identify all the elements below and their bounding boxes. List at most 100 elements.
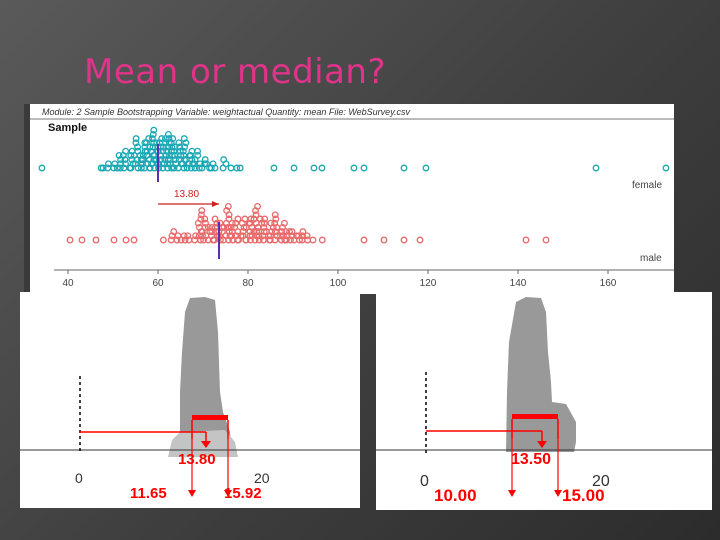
ci-lower-label: 11.65 bbox=[130, 485, 167, 502]
male-dot bbox=[261, 215, 269, 223]
male-dot bbox=[542, 236, 550, 244]
male-dot bbox=[122, 236, 130, 244]
male-dot bbox=[380, 236, 388, 244]
male-dot bbox=[400, 236, 408, 244]
male-dot bbox=[216, 219, 224, 227]
female-dot bbox=[236, 164, 244, 172]
female-dot bbox=[149, 143, 157, 151]
female-dot bbox=[177, 151, 185, 159]
male-dot bbox=[225, 228, 233, 236]
male-dot bbox=[254, 223, 262, 231]
male-dot bbox=[287, 236, 294, 244]
ci-upper-label: 15.00 bbox=[562, 486, 605, 505]
female-dot bbox=[161, 135, 169, 143]
x-tick-label: 60 bbox=[152, 278, 164, 289]
male-dot bbox=[246, 232, 254, 240]
male-dot bbox=[278, 228, 286, 236]
female-dot bbox=[104, 160, 112, 168]
male-dot bbox=[255, 236, 263, 244]
male-dot bbox=[288, 228, 296, 236]
male-dot bbox=[66, 236, 74, 244]
zero-tick-label: 0 bbox=[75, 470, 83, 486]
male-dot bbox=[225, 215, 233, 223]
female-dot bbox=[132, 139, 140, 147]
male-dot bbox=[309, 236, 317, 244]
female-dot bbox=[169, 135, 177, 143]
group-label-female: female bbox=[632, 180, 662, 191]
male-dot bbox=[247, 215, 255, 223]
male-dot bbox=[262, 228, 270, 236]
male-dot bbox=[92, 236, 100, 244]
female-dot bbox=[201, 160, 209, 168]
bootstrap-distribution bbox=[506, 297, 576, 452]
male-dot bbox=[226, 232, 234, 240]
male-dot bbox=[159, 236, 167, 244]
female-dot bbox=[186, 151, 194, 159]
male-dot bbox=[271, 219, 279, 227]
female-dot bbox=[220, 156, 228, 164]
female-dot bbox=[176, 147, 184, 155]
female-dot bbox=[128, 147, 136, 155]
male-dot bbox=[299, 228, 307, 236]
bootstrap-mean-plot: 13.80 0 20 11.65 15.92 bbox=[20, 297, 360, 502]
female-dot bbox=[194, 151, 202, 159]
male-dot bbox=[277, 236, 285, 244]
female-dot bbox=[350, 164, 358, 172]
female-dot bbox=[128, 156, 136, 164]
female-dot bbox=[176, 143, 184, 151]
female-dot bbox=[360, 164, 368, 172]
male-dot bbox=[211, 215, 219, 223]
male-dot bbox=[170, 228, 178, 236]
male-dot bbox=[246, 219, 254, 227]
female-dot bbox=[181, 143, 188, 151]
female-dot bbox=[136, 151, 144, 159]
female-dot bbox=[182, 139, 190, 147]
x-tick-label: 80 bbox=[242, 278, 254, 289]
male-dot bbox=[260, 219, 268, 227]
male-dot bbox=[272, 215, 280, 223]
male-dot bbox=[246, 236, 254, 244]
bootstrap-mean-panel: 13.80 0 20 11.65 15.92 bbox=[20, 292, 360, 508]
female-dot bbox=[189, 160, 197, 168]
male-dot bbox=[237, 232, 245, 240]
male-dot bbox=[280, 219, 288, 227]
sample-dot-plot-panel: Module: 2 Sample Bootstrapping Variable:… bbox=[24, 104, 674, 294]
female-dot bbox=[662, 164, 670, 172]
male-dot bbox=[416, 236, 424, 244]
male-dot bbox=[522, 236, 530, 244]
female-dot bbox=[167, 147, 175, 155]
male-dot bbox=[256, 215, 264, 223]
bootstrap-median-panel: 13.50 0 20 10.00 15.00 bbox=[376, 292, 712, 510]
male-dot bbox=[202, 219, 209, 227]
male-dot bbox=[208, 228, 216, 236]
female-dot bbox=[168, 151, 176, 159]
difference-label: 13.80 bbox=[174, 189, 199, 200]
male-dot bbox=[110, 236, 118, 244]
female-dot bbox=[137, 164, 145, 172]
female-dot bbox=[148, 135, 156, 143]
female-dot bbox=[310, 164, 318, 172]
female-dot bbox=[153, 139, 161, 147]
male-dot bbox=[214, 232, 222, 240]
female-dot bbox=[270, 164, 278, 172]
female-dot bbox=[121, 156, 129, 164]
ci-lower-label: 10.00 bbox=[434, 486, 477, 505]
female-dot bbox=[168, 164, 176, 172]
male-dot bbox=[303, 232, 311, 240]
male-dot bbox=[201, 223, 209, 231]
male-dot bbox=[234, 215, 242, 223]
female-dot bbox=[196, 160, 204, 168]
female-dot bbox=[141, 147, 149, 155]
female-dot bbox=[172, 156, 180, 164]
female-dot bbox=[290, 164, 298, 172]
female-dot bbox=[206, 164, 214, 172]
male-dot bbox=[167, 236, 175, 244]
estimate-label: 13.50 bbox=[511, 451, 551, 468]
sample-label: Sample bbox=[48, 122, 87, 134]
slide-title: Mean or median? bbox=[84, 52, 387, 92]
female-dot bbox=[137, 156, 145, 164]
male-dot bbox=[201, 215, 209, 223]
female-dot bbox=[150, 126, 158, 134]
female-dot bbox=[422, 164, 430, 172]
male-dot bbox=[199, 232, 206, 240]
